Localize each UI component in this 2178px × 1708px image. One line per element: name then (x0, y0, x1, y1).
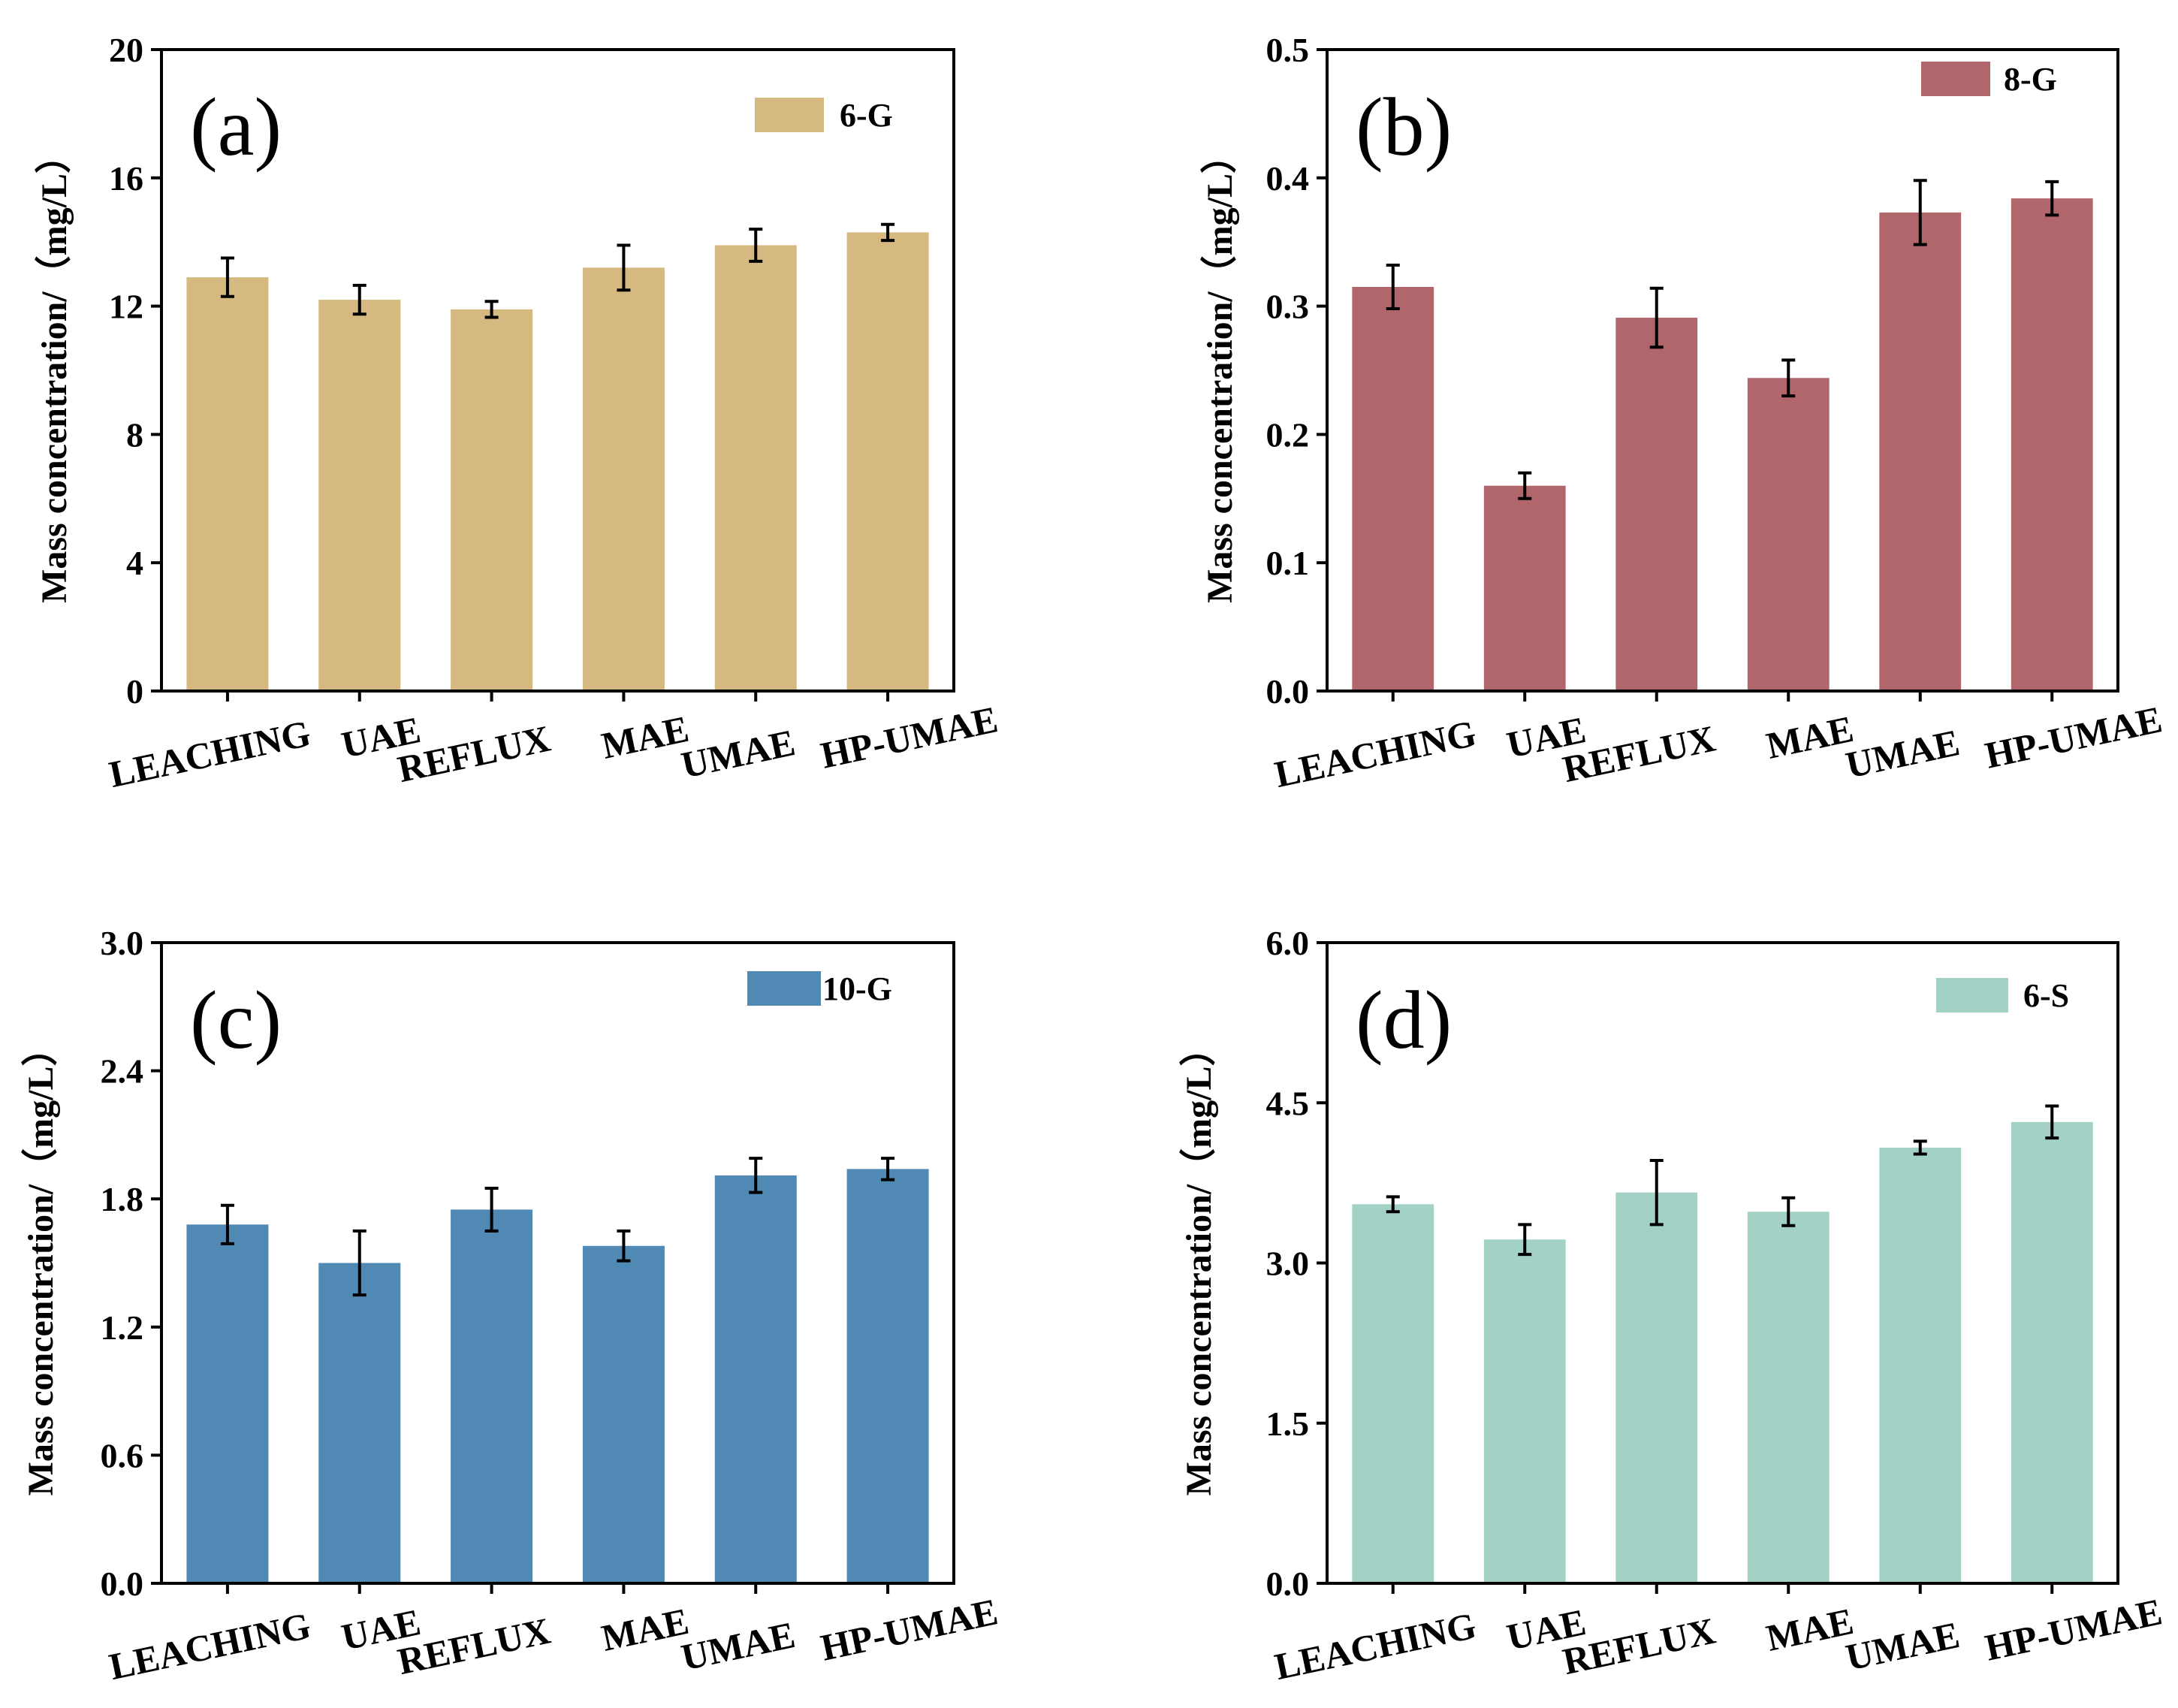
y-tick-label: 0.4 (1266, 159, 1310, 198)
y-axis-label: Mass concentration/（mg/L） (1179, 1031, 1219, 1496)
y-tick-label: 3.0 (101, 924, 144, 962)
bar (2011, 198, 2093, 691)
x-tick-label: MAE (1763, 708, 1857, 767)
y-tick-label: 6.0 (1266, 924, 1310, 962)
bar (186, 1224, 269, 1583)
y-tick-label: 0 (126, 672, 143, 711)
y-tick-label: 0.0 (101, 1565, 144, 1603)
x-tick-label: UMAE (1842, 1613, 1963, 1679)
y-axis-label: Mass concentration/（mg/L） (35, 137, 74, 603)
x-tick-label: MAE (598, 708, 692, 767)
y-tick-label: 0.0 (1266, 672, 1310, 711)
legend-swatch (1921, 62, 1990, 96)
bar (582, 1245, 665, 1583)
y-tick-label: 4.5 (1266, 1084, 1310, 1122)
panel-label: (d) (1356, 974, 1452, 1066)
x-tick-label: LEACHING (1271, 1604, 1480, 1688)
x-tick-label: HP-UMAE (1981, 1590, 2165, 1668)
bar (846, 232, 929, 691)
bar (714, 1175, 797, 1583)
y-tick-label: 0.2 (1266, 415, 1310, 454)
bar (1879, 212, 1962, 691)
x-tick-label: HP-UMAE (817, 698, 1001, 776)
bar (1352, 286, 1434, 692)
bar (1879, 1147, 1962, 1583)
y-tick-label: 2.4 (101, 1052, 144, 1091)
x-tick-label: MAE (1763, 1600, 1857, 1659)
bar (1483, 1239, 1566, 1583)
x-tick-label: LEACHING (1271, 712, 1480, 795)
bar (582, 267, 665, 691)
panel-label: (a) (190, 81, 282, 173)
x-tick-label: LEACHING (105, 712, 314, 795)
legend-label: 10-G (822, 970, 892, 1007)
y-tick-label: 0.5 (1266, 31, 1310, 69)
y-tick-label: 3.0 (1266, 1245, 1310, 1283)
plot-frame (160, 941, 955, 1585)
panel-label: (b) (1356, 81, 1452, 173)
y-tick-label: 1.2 (101, 1308, 144, 1347)
y-tick-label: 0.0 (1266, 1565, 1310, 1603)
bar (714, 245, 797, 692)
y-tick-label: 20 (109, 31, 143, 69)
x-tick-label: LEACHING (105, 1604, 314, 1688)
bar (1352, 1204, 1434, 1583)
plot-frame (160, 48, 955, 693)
bar (2011, 1121, 2093, 1583)
y-tick-label: 1.8 (101, 1180, 144, 1218)
y-tick-label: 4 (126, 544, 143, 582)
bar (451, 1209, 533, 1583)
bar (1483, 485, 1566, 691)
legend-swatch (747, 971, 821, 1006)
x-tick-label: HP-UMAE (817, 1590, 1001, 1668)
bar (451, 309, 533, 691)
x-tick-label: UMAE (1842, 721, 1963, 786)
legend-label: 8-G (2004, 61, 2057, 98)
bar (1747, 378, 1830, 691)
plot-frame (1326, 48, 2119, 693)
x-tick-label: UMAE (677, 1613, 798, 1679)
bar (186, 277, 269, 691)
bar (318, 300, 401, 691)
y-tick-label: 0.1 (1266, 544, 1310, 582)
bar (1747, 1212, 1830, 1583)
y-axis-label: Mass concentration/（mg/L） (21, 1031, 61, 1496)
bar (1615, 317, 1698, 691)
bar (846, 1169, 929, 1583)
panel-label: (c) (190, 974, 282, 1066)
x-tick-label: UMAE (677, 721, 798, 786)
x-tick-label: MAE (598, 1600, 692, 1659)
y-axis-label: Mass concentration/（mg/L） (1200, 137, 1240, 603)
legend-swatch (755, 98, 824, 132)
x-tick-label: HP-UMAE (1981, 698, 2165, 776)
y-tick-label: 8 (126, 415, 143, 454)
legend-label: 6-G (840, 97, 893, 134)
bar (1615, 1192, 1698, 1583)
y-tick-label: 1.5 (1266, 1405, 1310, 1443)
bar (318, 1263, 401, 1583)
y-tick-label: 0.3 (1266, 288, 1310, 326)
y-tick-label: 0.6 (101, 1436, 144, 1474)
y-tick-label: 16 (109, 159, 143, 198)
legend-label: 6-S (2023, 977, 2069, 1014)
legend-swatch (1936, 978, 2008, 1012)
y-tick-label: 12 (109, 288, 143, 326)
